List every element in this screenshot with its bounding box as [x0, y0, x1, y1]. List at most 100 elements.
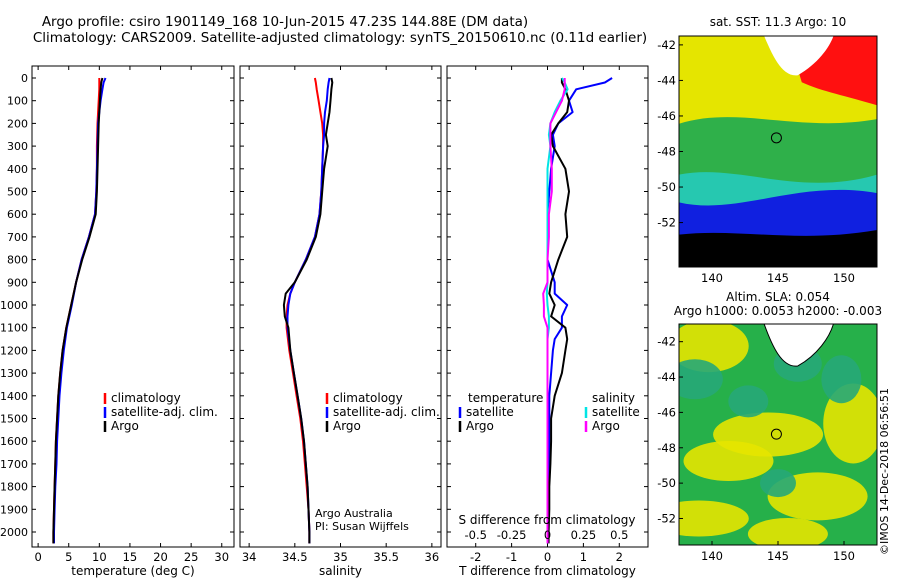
sla-low-blob	[679, 359, 723, 400]
y-tick-label: 1000	[0, 299, 28, 312]
lat-tick-label: -44	[657, 370, 676, 384]
y-tick-label: 1200	[0, 344, 28, 357]
y-tick-label: 1100	[0, 322, 28, 335]
difference-profile-panel: -2 -1 0 1 2T difference from climatology S di…	[446, 65, 649, 578]
x-axis-label: T difference from climatology	[458, 564, 636, 578]
lat-tick-label: -52	[657, 511, 676, 525]
sla-map-subtitle: Argo h1000: 0.0053 h2000: -0.003	[674, 304, 882, 318]
x-tick-label: 35	[333, 550, 348, 564]
x-tick-label: 34.5	[282, 550, 308, 564]
lat-tick-label: -42	[657, 38, 676, 52]
y-tick-label: 300	[7, 140, 28, 153]
y-tick-label: 0	[21, 72, 28, 85]
map-field	[679, 324, 877, 545]
y-tick-label: 400	[7, 163, 28, 176]
y-tick-label: 2000	[0, 526, 28, 539]
argo-location-marker	[770, 132, 782, 144]
s-tick-label: 0.25	[571, 528, 597, 542]
x-tick-label: 15	[123, 550, 138, 564]
y-tick-label: 800	[7, 254, 28, 267]
x-tick-label: 2	[616, 550, 623, 564]
x-tick-label: -2	[470, 550, 481, 564]
legend-label: Argo	[592, 419, 620, 433]
series-line-1	[547, 78, 570, 544]
sla-map-title: Altim. SLA: 0.054	[726, 290, 830, 304]
lon-tick-label: 150	[833, 271, 855, 285]
y-tick-label: 1600	[0, 435, 28, 448]
s-tick-label: -0.25	[497, 528, 527, 542]
s-tick-label: 0	[544, 528, 551, 542]
y-tick-label: 1300	[0, 367, 28, 380]
figure-title-line1: Argo profile: csiro 1901149_168 10-Jun-2…	[42, 14, 528, 30]
x-tick-label: -1	[506, 550, 517, 564]
s-tick-label: 0.5	[610, 528, 628, 542]
x-tick-label: 36	[425, 550, 440, 564]
lat-tick-label: -46	[657, 109, 676, 123]
sst-map-panel: -42 -44 -46 -48 -50 -52 140 145 150 sat. SST: 11.…	[657, 15, 878, 285]
credit-line1: Argo Australia	[315, 507, 393, 520]
x-tick-label: 25	[184, 550, 199, 564]
lat-tick-label: -42	[657, 335, 676, 349]
x-tick-label: 1	[580, 550, 587, 564]
sla-map-panel: -42 -44 -46 -48 -50 -52 140 145 150 Altim. SLA: 0…	[657, 290, 882, 563]
sla-low-blob	[760, 469, 796, 498]
x-tick-label: 30	[214, 550, 229, 564]
series-line-2	[282, 77, 334, 544]
x-tick-label: 35.5	[373, 550, 399, 564]
tasmania-land	[764, 36, 834, 76]
sla-high-blob	[747, 517, 828, 545]
x-tick-label: 34	[242, 550, 257, 564]
y-tick-label: 1400	[0, 390, 28, 403]
lat-tick-label: -48	[657, 145, 676, 159]
lon-tick-label: 145	[767, 549, 789, 563]
sla-high-blob	[683, 441, 774, 482]
legend-label: climatology	[111, 391, 181, 405]
legend-heading-temperature: temperature	[468, 391, 543, 405]
y-tick-label: 900	[7, 276, 28, 289]
y-tick-label: 500	[7, 186, 28, 199]
y-tick-label: 100	[7, 95, 28, 108]
y-tick-label: 600	[7, 208, 28, 221]
x-tick-label: 10	[92, 550, 107, 564]
y-tick-label: 200	[7, 117, 28, 130]
x-tick-label: 0	[544, 550, 551, 564]
y-tick-label: 1800	[0, 481, 28, 494]
sla-low-blob	[821, 355, 862, 404]
imos-watermark: ©IMOS 14-Dec-2018 06:56:51	[878, 388, 891, 555]
s-tick-label: -0.5	[464, 528, 486, 542]
x-tick-label: 0	[34, 550, 41, 564]
plot-frame	[31, 65, 235, 548]
series-line-2	[52, 77, 104, 544]
s-diff-label: S difference from climatology	[459, 513, 636, 527]
x-tick-label: 20	[153, 550, 168, 564]
series-line-3	[542, 78, 566, 544]
y-tick-label: 700	[7, 231, 28, 244]
legend-label: Argo	[333, 419, 361, 433]
lat-tick-label: -52	[657, 216, 676, 230]
map-field	[679, 36, 877, 267]
legend-label: satellite-adj. clim.	[333, 405, 440, 419]
y-tick-label: 1700	[0, 458, 28, 471]
legend-label: satellite	[466, 405, 514, 419]
lon-tick-label: 140	[701, 549, 723, 563]
sst-band-black	[679, 230, 877, 267]
series-line-0	[546, 77, 613, 544]
lat-tick-label: -50	[657, 476, 676, 490]
legend-label: Argo	[466, 419, 494, 433]
lat-tick-label: -50	[657, 180, 676, 194]
lat-tick-label: -44	[657, 73, 676, 87]
salinity-profile-panel: 34 34.5 35 35.5 36 salinity climatologysatelli…	[239, 65, 442, 578]
argo-location-marker	[770, 428, 782, 440]
tasmania-land	[763, 324, 834, 367]
sla-high-blob	[823, 383, 877, 464]
y-tick-label: 1500	[0, 413, 28, 426]
lon-tick-label: 140	[701, 271, 723, 285]
lat-tick-label: -48	[657, 441, 676, 455]
temperature-profile-panel: 0100200300400500600700800900100011001200…	[0, 65, 235, 578]
lat-tick-label: -46	[657, 405, 676, 419]
legend-label: satellite-adj. clim.	[111, 405, 218, 419]
legend-label: climatology	[333, 391, 403, 405]
figure-title-line2: Climatology: CARS2009. Satellite-adjuste…	[33, 30, 647, 46]
credit-line2: PI: Susan Wijffels	[315, 520, 409, 533]
